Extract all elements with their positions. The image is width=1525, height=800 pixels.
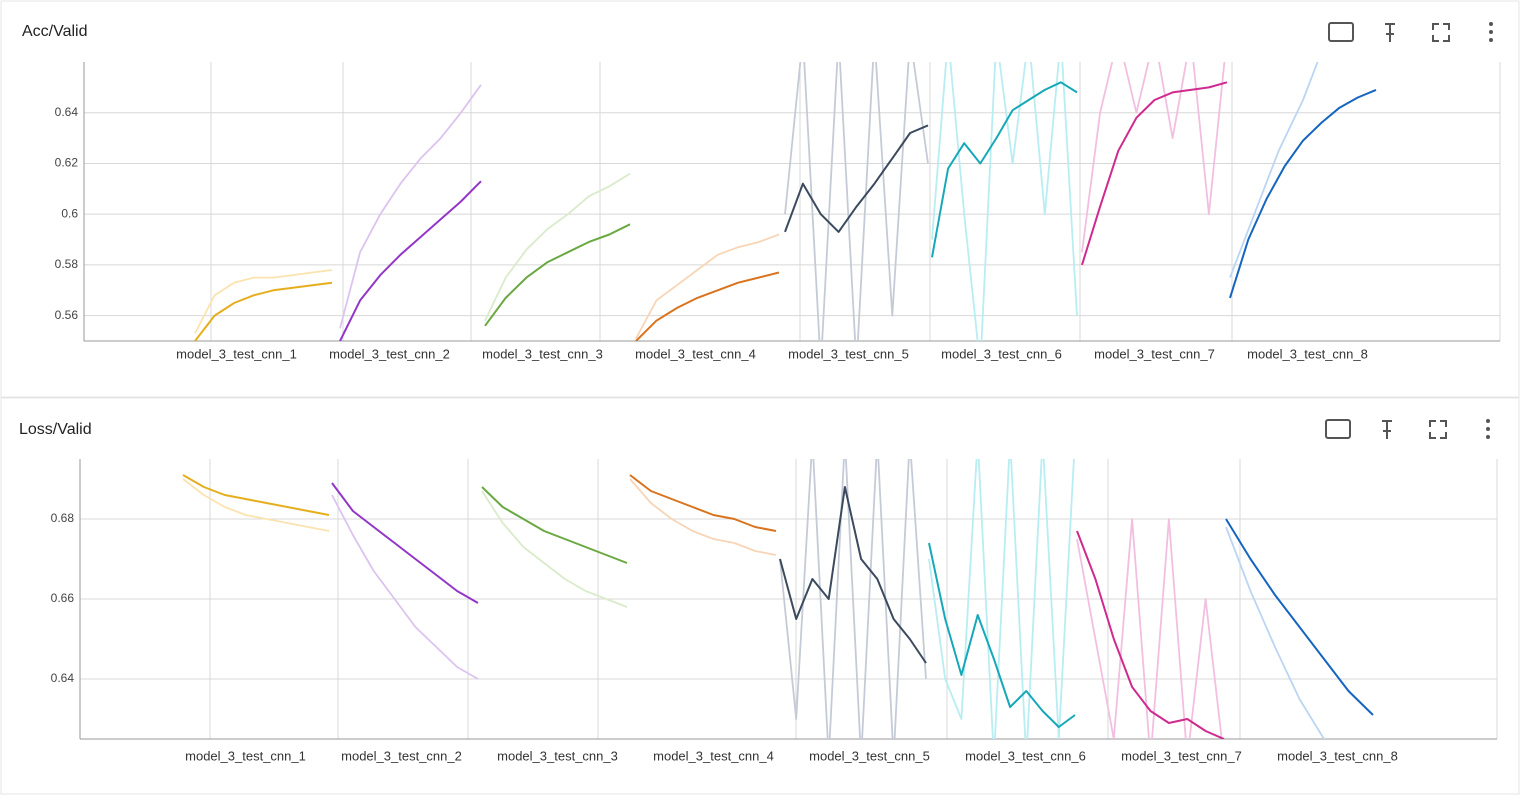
pin-button[interactable] <box>1382 420 1392 439</box>
smoothed-line <box>484 223 631 327</box>
fullscreen-button[interactable] <box>1432 23 1450 42</box>
raw-line <box>339 84 482 329</box>
y-tick-label: 0.64 <box>55 105 79 119</box>
raw-line <box>1225 526 1326 739</box>
x-tick-label: model_3_test_cnn_5 <box>788 346 909 361</box>
smoothed-line <box>1225 518 1374 716</box>
fullscreen-button[interactable] <box>1429 420 1447 439</box>
y-tick-label: 0.64 <box>51 671 75 685</box>
x-tick-label: model_3_test_cnn_2 <box>329 346 450 361</box>
x-tick-label: model_3_test_cnn_8 <box>1277 748 1398 763</box>
y-tick-label: 0.66 <box>51 591 75 605</box>
raw-line <box>931 62 1078 341</box>
raw-line <box>928 459 1075 739</box>
fit-button[interactable] <box>1328 22 1354 42</box>
smoothed-line <box>339 180 482 341</box>
raw-line <box>1229 62 1319 278</box>
raw-line <box>481 490 628 608</box>
raw-line <box>779 459 927 739</box>
smoothed-line <box>1076 530 1225 739</box>
raw-line <box>194 269 333 334</box>
x-tick-label: model_3_test_cnn_1 <box>185 748 306 763</box>
card <box>0 0 1520 398</box>
x-tick-label: model_3_test_cnn_8 <box>1247 346 1368 361</box>
smoothed-line <box>784 124 929 233</box>
x-tick-label: model_3_test_cnn_7 <box>1094 346 1215 361</box>
chart-title: Acc/Valid <box>22 23 88 40</box>
x-tick-label: model_3_test_cnn_4 <box>635 346 756 361</box>
smoothed-line <box>331 482 479 604</box>
fit-button[interactable] <box>1325 419 1351 439</box>
raw-line <box>629 478 777 556</box>
y-tick-label: 0.68 <box>51 511 75 525</box>
x-tick-label: model_3_test_cnn_6 <box>965 748 1086 763</box>
menu-button[interactable] <box>1486 419 1490 439</box>
y-tick-label: 0.62 <box>55 156 79 170</box>
smoothed-line <box>1229 88 1377 299</box>
smoothed-line <box>481 486 628 564</box>
pin-button[interactable] <box>1385 23 1395 42</box>
x-tick-label: model_3_test_cnn_6 <box>941 346 1062 361</box>
x-tick-label: model_3_test_cnn_4 <box>653 748 774 763</box>
raw-line <box>784 62 929 341</box>
raw-line <box>182 478 330 532</box>
raw-line <box>1076 518 1223 739</box>
x-tick-label: model_3_test_cnn_5 <box>809 748 930 763</box>
toolbar[interactable] <box>1325 419 1490 439</box>
x-tick-label: model_3_test_cnn_3 <box>482 346 603 361</box>
plot-area <box>194 62 1377 341</box>
smoothed-line <box>928 542 1076 728</box>
x-tick-label: model_3_test_cnn_2 <box>341 748 462 763</box>
y-tick-label: 0.56 <box>55 308 79 322</box>
smoothed-line <box>1081 81 1228 266</box>
smoothed-line <box>931 81 1078 258</box>
smoothed-line <box>779 486 927 664</box>
card <box>0 397 1520 795</box>
menu-button[interactable] <box>1489 22 1493 42</box>
raw-line <box>635 233 780 339</box>
smoothed-line <box>635 271 780 341</box>
raw-line <box>1081 62 1226 253</box>
x-tick-label: model_3_test_cnn_1 <box>176 346 297 361</box>
x-tick-label: model_3_test_cnn_3 <box>497 748 618 763</box>
y-tick-label: 0.58 <box>55 257 79 271</box>
x-tick-label: model_3_test_cnn_7 <box>1121 748 1242 763</box>
plot-area <box>182 459 1374 739</box>
y-tick-label: 0.6 <box>61 206 78 220</box>
smoothed-line <box>182 474 330 516</box>
toolbar[interactable] <box>1328 22 1493 42</box>
smoothed-line <box>629 474 777 532</box>
raw-line <box>331 494 479 680</box>
chart-title: Loss/Valid <box>19 421 92 438</box>
smoothed-line <box>194 281 333 341</box>
raw-line <box>484 172 631 322</box>
